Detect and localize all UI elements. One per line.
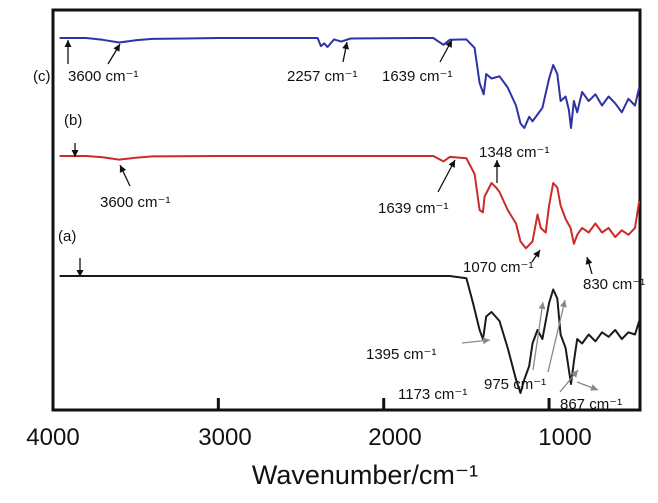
annotation-arrows (64, 39, 599, 393)
annotation-arrowhead (448, 160, 455, 168)
peak-label-b-3600: 3600 cm⁻¹ (100, 194, 170, 211)
peak-label-c-3600: 3600 cm⁻¹ (68, 68, 138, 85)
peak-label-a-1173: 1173 cm⁻¹ (398, 386, 467, 403)
peak-label-c-1639: 1639 cm⁻¹ (382, 68, 452, 85)
annotation-arrowhead (482, 337, 490, 345)
x-tick-label-1000: 1000 (538, 424, 591, 451)
peak-label-a-975: 975 cm⁻¹ (484, 376, 546, 393)
x-tick-label-2000: 2000 (368, 424, 421, 451)
annotation-arrow (532, 301, 544, 371)
annotation-arrowhead (119, 165, 127, 173)
peak-label-b-1070: 1070 cm⁻¹ (463, 259, 533, 276)
peak-label-c-2257: 2257 cm⁻¹ (287, 68, 357, 85)
series-line-c (59, 37, 641, 129)
peak-label-a-867: 867 cm⁻¹ (560, 396, 622, 413)
annotation-arrowhead (342, 42, 350, 50)
series-label-a: (a) (58, 228, 76, 245)
annotation-arrow (547, 299, 566, 373)
series-line-b (59, 155, 641, 250)
peak-label-b-830: 830 cm⁻¹ (583, 276, 645, 293)
annotation-arrowhead (493, 160, 501, 167)
x-tick-label-3000: 3000 (198, 424, 251, 451)
annotation-arrowhead (538, 302, 546, 310)
annotation-arrowhead (585, 257, 593, 265)
plot-frame (51, 8, 642, 412)
annotation-arrowhead (71, 150, 79, 157)
x-axis-ticks (51, 398, 551, 410)
annotation-arrowhead (64, 40, 72, 47)
annotation-arrowhead (559, 300, 567, 308)
series-line-a (59, 275, 641, 394)
x-tick-label-4000: 4000 (26, 424, 79, 451)
annotation-arrowhead (590, 384, 598, 391)
annotation-arrowhead (76, 270, 84, 277)
peak-label-b-1348: 1348 cm⁻¹ (479, 144, 549, 161)
peak-label-a-1395: 1395 cm⁻¹ (366, 346, 436, 363)
peak-label-b-1639: 1639 cm⁻¹ (378, 200, 448, 217)
spectra-series (59, 37, 641, 394)
series-label-b: (b) (64, 112, 82, 129)
annotation-arrowhead (570, 370, 578, 378)
annotation-arrowhead (533, 250, 540, 258)
annotation-arrowhead (445, 40, 452, 48)
series-label-c: (c) (33, 68, 51, 85)
x-axis-title: Wavenumber/cm⁻¹ (252, 460, 478, 490)
annotation-arrowhead (113, 44, 120, 52)
